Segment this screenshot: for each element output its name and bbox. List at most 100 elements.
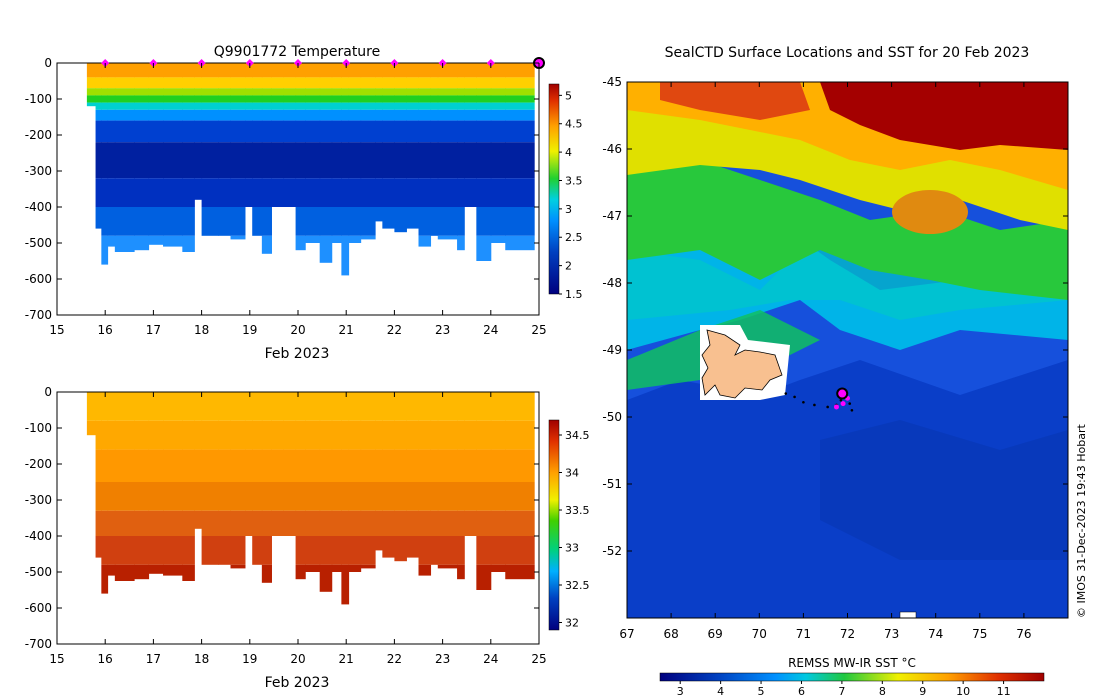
salinity-profile xyxy=(218,392,232,565)
colorbar-tick-label: 1.5 xyxy=(565,288,583,301)
temperature-profile xyxy=(430,63,439,236)
colorbar-tick-label: 32.5 xyxy=(565,579,590,592)
y-tick-label: -600 xyxy=(25,272,52,286)
colorbar-tick-label: 4.5 xyxy=(565,118,583,131)
temperature-colorbar xyxy=(548,83,560,295)
map-y-tick-label: -47 xyxy=(602,209,622,223)
latest-position-marker xyxy=(836,387,849,400)
salinity-profile xyxy=(437,392,458,569)
map-colorbar-tick-label: 3 xyxy=(677,685,684,698)
salinity-profile xyxy=(283,392,297,536)
map-colorbar-label: REMSS MW-IR SST °C xyxy=(788,656,916,670)
temperature-profile xyxy=(505,63,535,251)
track-point xyxy=(839,398,843,402)
y-tick-label: -700 xyxy=(25,308,52,322)
temperature-profile xyxy=(134,63,150,251)
y-tick-label: -100 xyxy=(25,421,52,435)
salinity-colorbar-ticks: 32 32.5 33 33.5 34 34.5 xyxy=(559,429,590,630)
temperature-profile xyxy=(86,63,97,107)
salinity-profile xyxy=(382,392,395,558)
heard-island xyxy=(899,611,917,618)
temperature-profile xyxy=(95,63,102,229)
colorbar-tick-label: 5 xyxy=(565,89,572,102)
temperature-profile xyxy=(437,63,458,240)
y-tick-label: -500 xyxy=(25,236,52,250)
colorbar-tick-label: 32 xyxy=(565,617,579,630)
map-colorbar-tick-label: 9 xyxy=(919,685,926,698)
x-tick-label: 24 xyxy=(483,323,498,337)
salinity-profile xyxy=(182,392,195,581)
map-x-tick-label: 73 xyxy=(884,627,899,641)
temperature-profile xyxy=(101,63,109,265)
temperature-profile xyxy=(305,63,321,243)
map-x-tick-label: 68 xyxy=(663,627,678,641)
map-colorbar-tick-label: 11 xyxy=(997,685,1011,698)
salinity-profile xyxy=(331,392,342,572)
colorbar-tick-label: 3 xyxy=(565,203,572,216)
x-tick-label: 21 xyxy=(339,323,354,337)
map-x-ticks: 67 68 69 70 71 72 73 74 75 76 xyxy=(619,82,1032,641)
sst-field xyxy=(627,82,1068,618)
x-tick-label: 17 xyxy=(146,652,161,666)
map-y-tick-label: -51 xyxy=(602,477,622,491)
temperature-profile xyxy=(194,63,203,200)
temperature-profile xyxy=(271,63,285,207)
map-colorbar-tick-label: 10 xyxy=(956,685,970,698)
x-tick-label: 18 xyxy=(194,323,209,337)
map-y-tick-label: -48 xyxy=(602,276,622,290)
salinity-profile xyxy=(101,392,109,594)
salinity-profile xyxy=(114,392,135,581)
salinity-profile xyxy=(319,392,333,592)
track-point xyxy=(826,405,829,409)
map-y-tick-label: -46 xyxy=(602,142,622,156)
map-colorbar-tick-label: 8 xyxy=(879,685,886,698)
temperature-heatmap xyxy=(86,63,535,276)
temperature-profile xyxy=(283,63,297,207)
temperature-profile xyxy=(406,63,419,229)
x-tick-label: 18 xyxy=(194,652,209,666)
x-tick-label: 22 xyxy=(387,652,402,666)
salinity-profile xyxy=(201,392,219,565)
salinity-profile xyxy=(430,392,439,565)
map-x-tick-label: 70 xyxy=(752,627,767,641)
map-y-tick-label: -45 xyxy=(602,75,622,89)
sst-map-panel: SealCTD Surface Locations and SST for 20… xyxy=(602,45,1088,698)
temperature-profile xyxy=(218,63,232,236)
salinity-profile xyxy=(230,392,246,569)
temperature-profile xyxy=(182,63,195,252)
salinity-colorbar xyxy=(548,419,560,631)
temperature-profile xyxy=(394,63,407,233)
temperature-profile xyxy=(319,63,333,263)
track-point xyxy=(793,395,796,399)
track-point xyxy=(784,392,788,395)
temperature-profile xyxy=(476,63,492,261)
y-tick-label: -100 xyxy=(25,92,52,106)
map-colorbar-tick-label: 7 xyxy=(838,685,845,698)
salinity-profile xyxy=(163,392,183,576)
temperature-profile xyxy=(295,63,306,251)
map-y-tick-label: -52 xyxy=(602,544,622,558)
y-tick-label: -700 xyxy=(25,637,52,651)
track-point xyxy=(848,402,852,405)
temperature-profile xyxy=(331,63,342,243)
salinity-profile xyxy=(394,392,407,562)
temperature-profile xyxy=(252,63,263,236)
salinity-profile xyxy=(464,392,477,536)
salinity-profile xyxy=(252,392,263,565)
salinity-profile xyxy=(107,392,116,576)
map-colorbar xyxy=(659,672,1045,682)
salinity-y-ticks: 0 -100 -200 -300 -400 -500 -600 -700 xyxy=(25,385,539,651)
temperature-profile xyxy=(261,63,272,254)
temperature-panel: Q9901772 Temperature 15 16 17 18 19 20 21 22 23 2… xyxy=(25,44,583,362)
temperature-profile xyxy=(457,63,465,251)
map-x-tick-label: 67 xyxy=(619,627,634,641)
salinity-profile xyxy=(476,392,492,590)
colorbar-tick-label: 2.5 xyxy=(565,231,583,244)
temperature-profile xyxy=(490,63,506,243)
temperature-profile xyxy=(230,63,246,240)
temperature-profile xyxy=(375,63,383,222)
colorbar-tick-label: 4 xyxy=(565,146,572,159)
y-tick-label: 0 xyxy=(44,385,52,399)
y-tick-label: -400 xyxy=(25,200,52,214)
x-tick-label: 24 xyxy=(483,652,498,666)
